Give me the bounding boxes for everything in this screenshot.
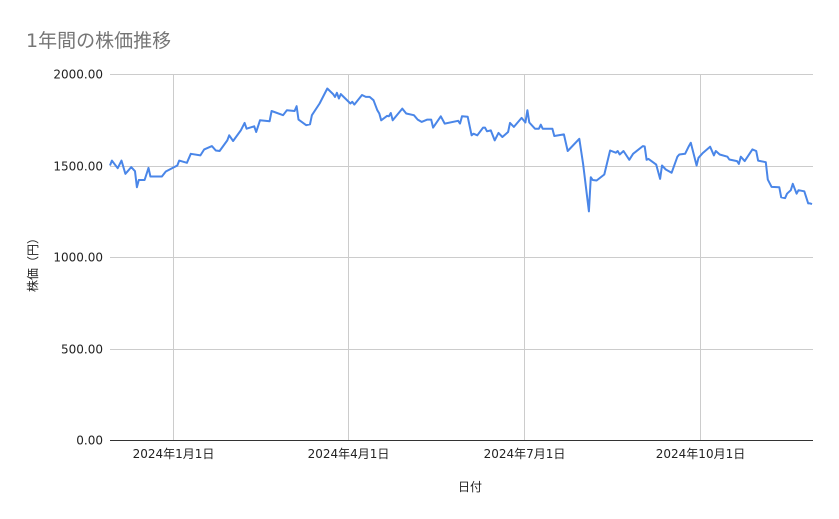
x-tick-label: 2024年4月1日 <box>308 447 390 461</box>
series-line <box>109 87 813 213</box>
y-axis-label: 株価（円） <box>25 232 40 292</box>
y-tick-label: 1000.00 <box>53 251 103 265</box>
x-axis-ticks: 2024年1月1日 2024年4月1日 2024年7月1日 2024年10月1日 <box>133 447 746 461</box>
y-tick-label: 0.00 <box>76 434 103 448</box>
gridlines <box>110 74 813 440</box>
y-tick-label: 1500.00 <box>53 160 103 174</box>
y-tick-label: 500.00 <box>61 343 103 357</box>
x-tick-label: 2024年7月1日 <box>484 447 566 461</box>
y-axis-ticks: 0.00 500.00 1000.00 1500.00 2000.00 <box>53 68 103 448</box>
x-axis-label: 日付 <box>458 480 482 494</box>
chart-title: 1年間の株価推移 <box>26 30 172 52</box>
x-tick-label: 2024年1月1日 <box>133 447 215 461</box>
x-tick-label: 2024年10月1日 <box>656 447 745 461</box>
y-tick-label: 2000.00 <box>53 68 103 82</box>
